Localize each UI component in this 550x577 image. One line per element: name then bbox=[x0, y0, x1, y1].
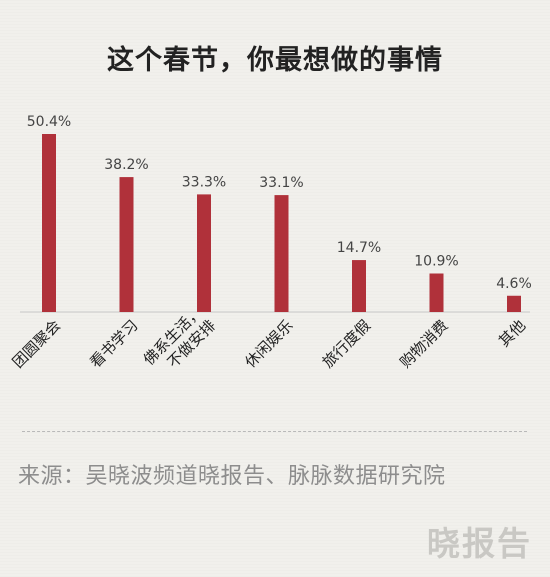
bar-6 bbox=[429, 273, 444, 312]
category-label-7: 其他 bbox=[495, 316, 529, 350]
category-label-line: 团圆聚会 bbox=[9, 316, 64, 371]
value-label-1: 50.4% bbox=[27, 114, 71, 130]
value-label-6: 10.9% bbox=[414, 254, 458, 270]
bar-5 bbox=[352, 260, 366, 312]
value-label-4: 33.1% bbox=[259, 175, 303, 191]
bar-7 bbox=[507, 295, 521, 312]
category-label-6: 购物消费 bbox=[396, 316, 451, 371]
category-label-line: 购物消费 bbox=[396, 316, 451, 371]
bar-1 bbox=[42, 134, 56, 312]
category-label-line: 其他 bbox=[495, 316, 529, 350]
category-label-line: 看书学习 bbox=[86, 316, 141, 371]
bar-4 bbox=[274, 195, 289, 312]
bar-3 bbox=[197, 194, 211, 312]
category-label-1: 团圆聚会 bbox=[9, 316, 64, 371]
value-label-7: 4.6% bbox=[496, 276, 532, 292]
bar-chart: 50.4% 团圆聚会 38.2% 看书学习 33.3% 佛系生活，不做安排 33.1% 休闲娱… bbox=[9, 114, 532, 372]
category-label-4: 休闲娱乐 bbox=[241, 316, 296, 371]
value-label-2: 38.2% bbox=[104, 157, 148, 173]
category-label-line: 休闲娱乐 bbox=[241, 316, 296, 371]
category-label-line: 旅行度假 bbox=[319, 316, 374, 371]
value-label-3: 33.3% bbox=[182, 174, 226, 190]
value-label-5: 14.7% bbox=[337, 240, 381, 256]
category-label-3: 佛系生活，不做安排 bbox=[140, 303, 219, 372]
chart-title: 这个春节，你最想做的事情 bbox=[107, 45, 443, 76]
divider-line bbox=[22, 431, 527, 432]
watermark-logo: 晓报告 bbox=[427, 524, 532, 563]
category-label-2: 看书学习 bbox=[86, 316, 141, 371]
category-label-5: 旅行度假 bbox=[319, 316, 374, 371]
source-note: 来源：吴晓波频道晓报告、脉脉数据研究院 bbox=[18, 464, 446, 489]
bar-2 bbox=[119, 177, 134, 312]
